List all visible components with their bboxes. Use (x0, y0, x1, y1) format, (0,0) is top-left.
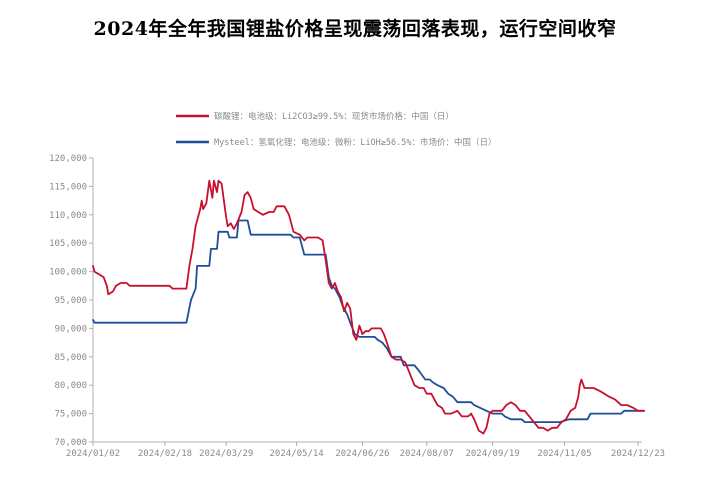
legend-label-1: 碳酸锂：电池级：Li2CO3≥99.5%：现货市场价格：中国（日） (214, 111, 454, 122)
x-tick-label: 2024/08/07 (400, 449, 454, 459)
x-tick-label: 2024/11/05 (537, 449, 591, 459)
y-tick-label: 70,000 (54, 438, 87, 448)
y-tick-label: 110,000 (49, 211, 87, 221)
x-tick-label: 2024/05/14 (270, 449, 324, 459)
x-tick-label: 2024/03/29 (199, 449, 253, 459)
y-tick-label: 105,000 (49, 239, 87, 249)
series-line-1 (92, 179, 645, 435)
legend-label-2: Mysteel：氢氧化锂：电池级：微粉：LiOH≥56.5%：市场价：中国（日） (214, 137, 497, 148)
series-line-2 (92, 219, 645, 424)
series-group (92, 179, 645, 435)
chart-headline: 2024年全年我国锂盐价格呈现震荡回落表现，运行空间收窄 (93, 18, 617, 40)
y-tick-label: 100,000 (49, 268, 87, 278)
y-axis: 70,000 75,000 80,000 85,000 90,000 95,000 100,… (49, 154, 94, 448)
y-tick-label: 120,000 (49, 154, 87, 164)
y-tick-label: 85,000 (54, 353, 87, 363)
x-tick-label: 2024/06/26 (335, 449, 389, 459)
x-axis: 2024/01/02 2024/02/18 2024/03/29 2024/05/14… (66, 441, 665, 459)
y-tick-label: 115,000 (49, 182, 87, 192)
x-tick-label: 2024/09/19 (465, 449, 519, 459)
x-tick-label: 2024/12/23 (611, 449, 665, 459)
y-tick-label: 80,000 (54, 381, 87, 391)
y-tick-label: 90,000 (54, 324, 87, 334)
x-tick-label: 2024/02/18 (138, 449, 192, 459)
y-tick-label: 75,000 (54, 410, 87, 420)
legend: 碳酸锂：电池级：Li2CO3≥99.5%：现货市场价格：中国（日） Mysteel… (176, 111, 497, 148)
x-tick-label: 2024/01/02 (66, 449, 120, 459)
y-tick-label: 95,000 (54, 296, 87, 306)
